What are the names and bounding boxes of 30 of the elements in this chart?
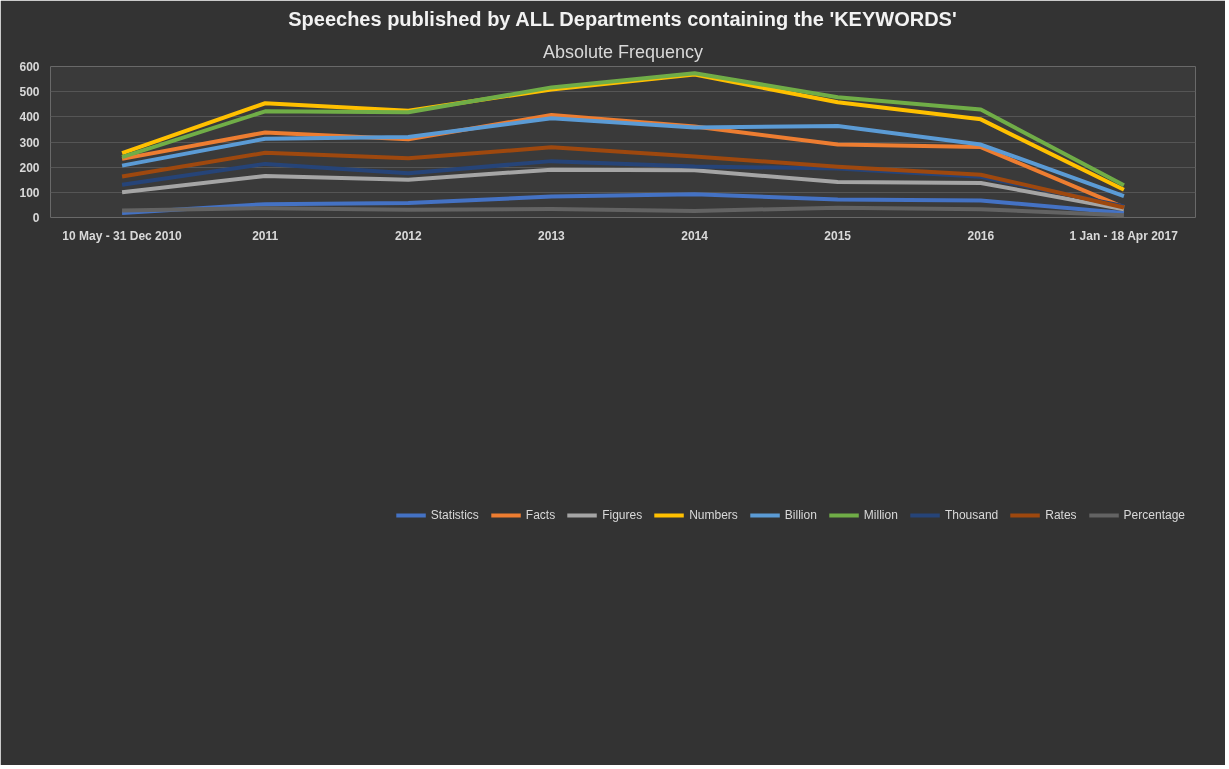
y-tick-label: 500 [19, 85, 40, 100]
x-tick-label: 2014 [681, 228, 709, 243]
y-tick-label: 400 [19, 110, 40, 125]
line-series [120, 192, 1126, 215]
legend-label: Percentage [1123, 508, 1185, 522]
x-tick-label: 2013 [538, 228, 566, 243]
chart-subtitle: Absolute Frequency [542, 41, 704, 62]
line-series [120, 167, 1126, 212]
x-tick-label: 2015 [824, 228, 852, 243]
y-tick-label: 600 [19, 60, 40, 74]
y-tick-label: 0 [32, 211, 40, 225]
chart-title: Speeches published by ALL Departments containing the 'KEYWORDS' [288, 7, 957, 30]
x-tick-label: 2012 [394, 228, 422, 243]
legend-label: Facts [525, 508, 556, 522]
y-tick-label: 200 [19, 160, 40, 175]
y-tick-label: 300 [19, 135, 40, 150]
legend-label: Thousand [944, 508, 999, 522]
legend-label: Million [863, 508, 898, 522]
line-series [120, 205, 1126, 218]
x-tick-label: 2016 [967, 228, 995, 243]
legend-label: Numbers [689, 508, 738, 522]
y-tick-label: 100 [19, 185, 40, 200]
legend-label: Rates [1045, 508, 1077, 522]
line-series [120, 145, 1126, 210]
x-tick-label: 1 Jan - 18 Apr 2017 [1069, 228, 1179, 243]
x-tick-label: 10 May - 31 Dec 2010 [62, 228, 183, 243]
legend-label: Figures [602, 508, 643, 522]
x-tick-label: 2011 [252, 228, 279, 243]
legend-label: Statistics [430, 508, 479, 522]
legend-label: Billion [784, 508, 817, 522]
